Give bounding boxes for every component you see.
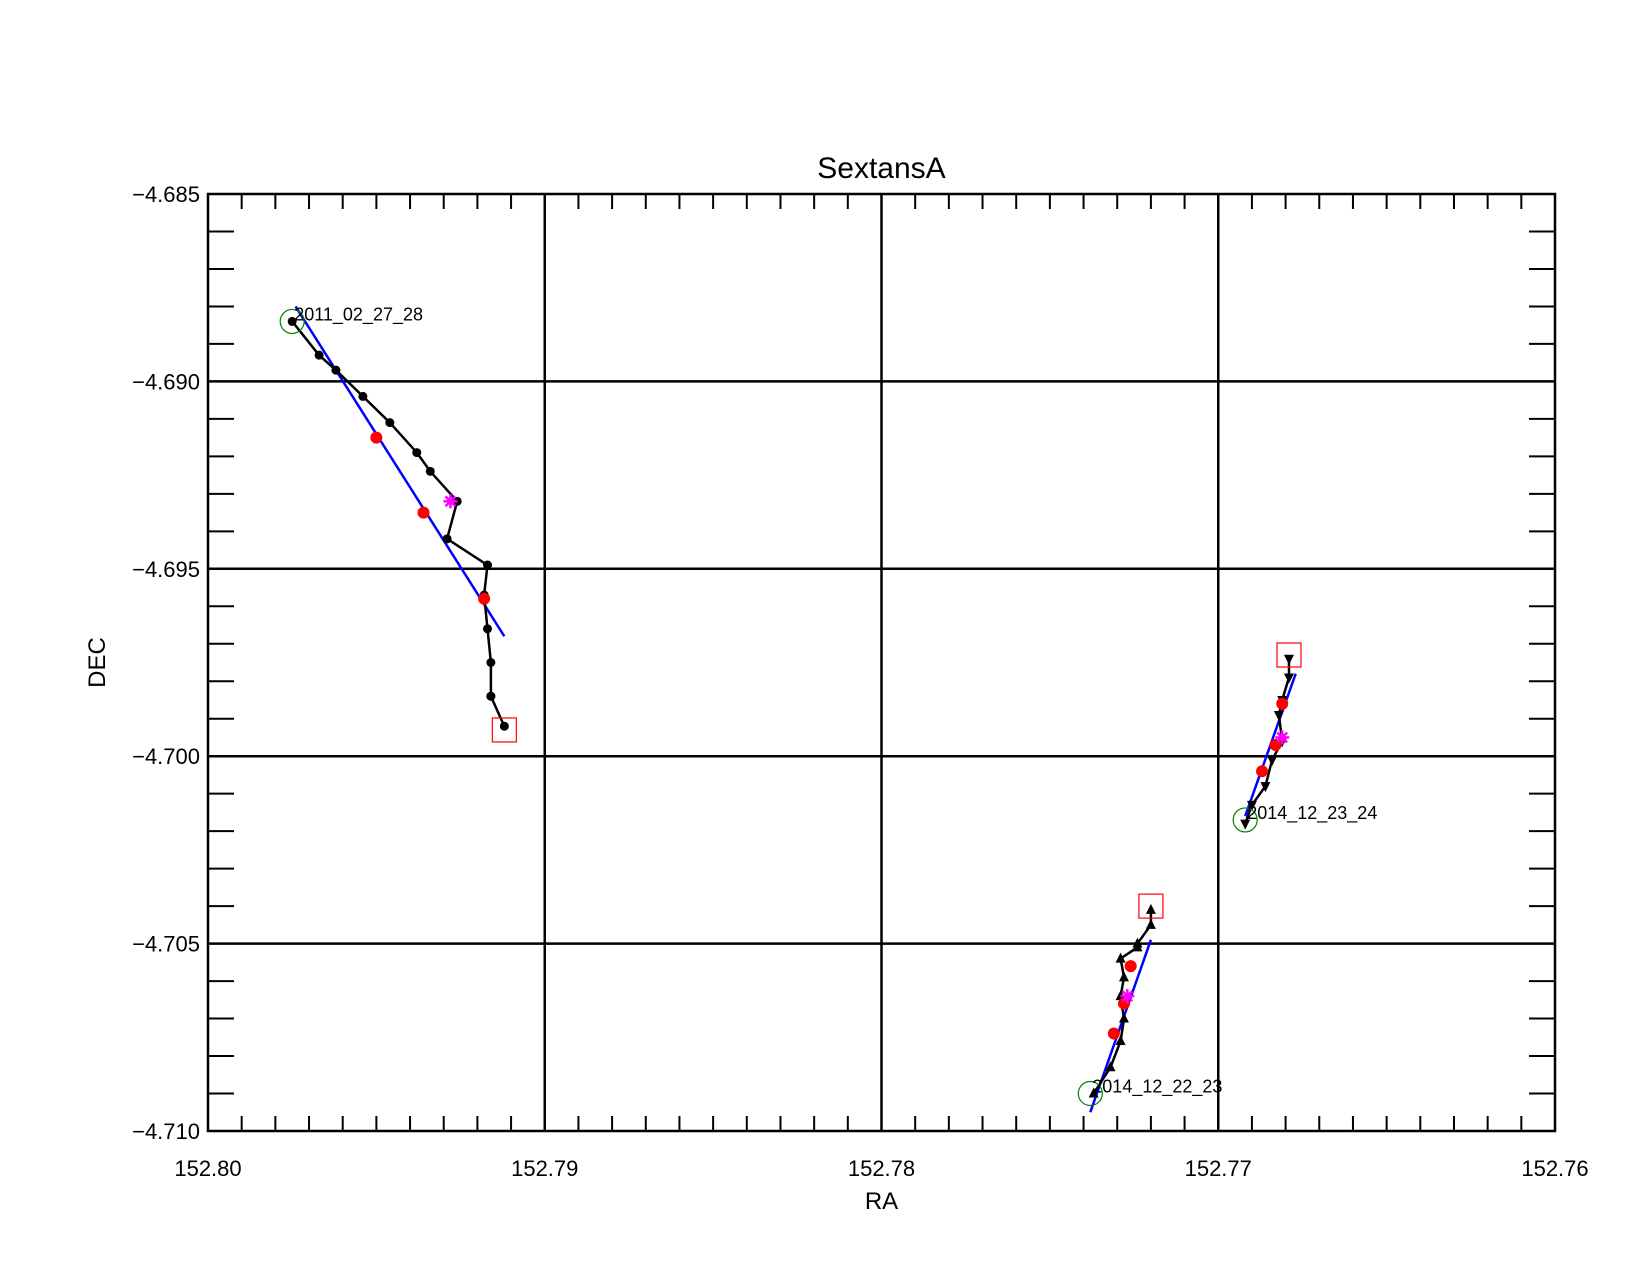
data-point xyxy=(442,534,452,544)
start-circle xyxy=(279,308,305,335)
data-point xyxy=(486,691,496,701)
star-marker-stroke xyxy=(444,495,457,508)
data-point xyxy=(1267,755,1278,766)
y-tick-label: −4.710 xyxy=(132,1119,200,1144)
star-marker-stroke xyxy=(1276,731,1289,744)
fit-line xyxy=(294,305,506,637)
red-point xyxy=(1256,765,1269,778)
track-annotation: 2014_12_23_24 xyxy=(1247,803,1377,824)
red-point xyxy=(370,431,383,444)
x-tick-label: 152.78 xyxy=(848,1156,915,1181)
track-annotation: 2014_12_22_23 xyxy=(1092,1077,1222,1098)
data-point xyxy=(1088,1087,1099,1098)
data-point xyxy=(1240,819,1251,830)
data-point xyxy=(1273,710,1284,721)
data-point xyxy=(331,365,341,375)
data-point xyxy=(1145,903,1156,914)
red-point xyxy=(417,506,430,519)
y-tick-labels: −4.685 −4.690 −4.695 −4.700 −4.705 −4.710 xyxy=(132,182,200,1144)
y-axis-label: DEC xyxy=(84,637,111,688)
end-square xyxy=(491,717,517,743)
data-point xyxy=(499,721,509,731)
data-point xyxy=(314,350,324,360)
start-circle xyxy=(1077,1080,1103,1107)
minor-ticks xyxy=(208,194,1555,1131)
data-point xyxy=(483,560,493,570)
data-point xyxy=(412,448,422,458)
data-point xyxy=(1145,918,1156,929)
x-tick-label: 152.77 xyxy=(1185,1156,1252,1181)
data-point xyxy=(1283,654,1294,665)
x-tick-label: 152.80 xyxy=(174,1156,241,1181)
x-tick-labels: 152.80 152.79 152.78 152.77 152.76 xyxy=(174,1156,1588,1181)
markers xyxy=(287,316,1294,1098)
x-tick-label: 152.79 xyxy=(511,1156,578,1181)
data-point xyxy=(1246,800,1257,811)
red-point xyxy=(1276,697,1289,710)
data-point xyxy=(486,658,496,667)
chart-title: SextansA xyxy=(817,152,945,185)
y-tick-label: −4.685 xyxy=(132,182,200,207)
data-point xyxy=(1105,1061,1116,1072)
x-axis-label: RA xyxy=(865,1188,898,1215)
data-point xyxy=(1115,1035,1126,1046)
y-tick-label: −4.695 xyxy=(132,557,200,582)
end-square xyxy=(1138,893,1164,919)
red-point xyxy=(1124,960,1137,973)
star-marker xyxy=(1275,730,1290,745)
data-point xyxy=(287,316,297,326)
y-tick-label: −4.705 xyxy=(132,932,200,957)
data-point xyxy=(1118,1012,1129,1023)
data-point xyxy=(1118,971,1129,982)
grid-lines xyxy=(208,194,1555,1131)
star-marker-stroke xyxy=(1121,990,1134,1002)
data-point xyxy=(385,418,395,428)
end-square xyxy=(1276,642,1302,668)
x-tick-label: 152.76 xyxy=(1521,1156,1588,1181)
plot-frame xyxy=(206,192,1557,1133)
red-point xyxy=(1107,1027,1120,1040)
data-point xyxy=(1132,937,1143,948)
y-tick-label: −4.690 xyxy=(132,369,200,394)
red-point xyxy=(478,592,491,605)
data-point xyxy=(1260,782,1271,793)
data-point xyxy=(1283,673,1294,684)
data-point xyxy=(483,624,493,634)
start-circle xyxy=(1232,807,1258,833)
special-markers xyxy=(279,308,1302,1107)
star-marker xyxy=(1120,989,1135,1004)
annotations: 2011_02_27_28 2014_12_22_23 2014_12_23_24 xyxy=(294,304,1377,1097)
track-annotation: 2011_02_27_28 xyxy=(294,304,423,325)
data-point xyxy=(425,466,435,476)
data-point xyxy=(358,391,368,401)
data-point xyxy=(1115,952,1126,963)
y-tick-label: −4.700 xyxy=(132,744,200,769)
star-marker xyxy=(443,494,458,509)
